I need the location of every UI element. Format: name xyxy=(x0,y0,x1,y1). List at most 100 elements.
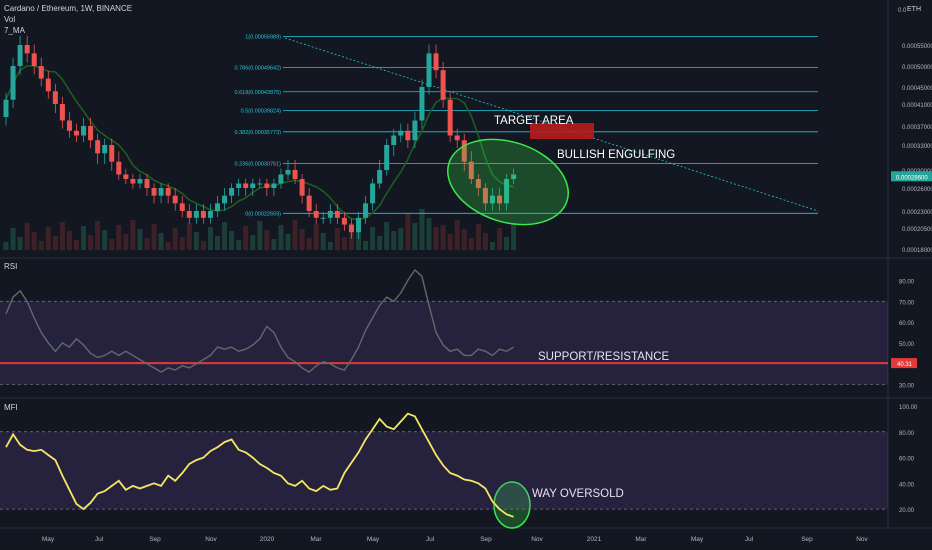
price-tick-label: 0.00037000 xyxy=(902,125,932,131)
candle-body xyxy=(250,183,256,188)
time-tick-label: Jul xyxy=(745,536,754,543)
volume-bar xyxy=(74,240,79,250)
volume-bar xyxy=(306,238,312,250)
rsi-current-label: 40.31 xyxy=(897,362,913,368)
candle-body xyxy=(377,170,383,184)
volume-bar xyxy=(454,220,460,250)
volume-bar xyxy=(81,226,87,250)
volume-bar xyxy=(17,237,23,250)
volume-bar xyxy=(186,223,192,250)
time-tick-label: Mar xyxy=(310,536,322,543)
candle-body xyxy=(66,120,72,131)
candle-body xyxy=(137,179,143,184)
volume-bars xyxy=(3,209,517,250)
candle-body xyxy=(384,145,390,170)
volume-bar xyxy=(313,224,319,250)
volume-bar xyxy=(222,222,228,250)
volume-bar xyxy=(215,236,220,250)
volume-bar xyxy=(172,228,178,250)
volume-bar xyxy=(144,238,150,250)
volume-bar xyxy=(88,235,94,250)
time-tick-label: May xyxy=(367,536,380,543)
current-price-tag xyxy=(891,171,932,182)
candle-body xyxy=(236,183,242,188)
candle-body xyxy=(88,126,94,141)
candle-body xyxy=(292,170,298,179)
rsi-line xyxy=(5,268,514,373)
time-tick-label: Nov xyxy=(856,536,868,543)
time-tick-label: Jul xyxy=(426,536,435,543)
volume-bar xyxy=(440,225,446,250)
volume-bar xyxy=(426,218,432,250)
price-tick-label: 0.00055000 xyxy=(902,44,932,50)
fib-level-label: 0.236(0.00030761) xyxy=(235,162,282,168)
fib-level-label: 1(0.00056989) xyxy=(245,35,281,41)
annotations[interactable]: TARGET AREA BULLISH ENGULFING SUPPORT/RESI… xyxy=(437,115,676,529)
rsi-current-tag xyxy=(891,358,917,369)
volume-bar xyxy=(391,231,397,250)
bullish-engulfing-label: BULLISH ENGULFING xyxy=(557,149,675,161)
candle-body xyxy=(215,203,220,211)
mfi-tick-label: 40.00 xyxy=(899,482,915,488)
volume-bar xyxy=(341,237,347,250)
volume-bar xyxy=(109,239,115,250)
vol-label[interactable]: Vol xyxy=(4,15,15,24)
volume-bar xyxy=(320,233,326,250)
fib-level-label: 0(0.00022659) xyxy=(245,211,281,217)
candle-body xyxy=(144,179,150,188)
candle-body xyxy=(489,195,495,204)
candlestick-series xyxy=(3,35,517,239)
time-tick-label: May xyxy=(42,536,55,543)
mfi-pane-label: MFI xyxy=(4,403,18,412)
candle-body xyxy=(81,126,87,136)
rsi-tick-label: 60.00 xyxy=(899,321,915,327)
candle-body xyxy=(412,120,418,141)
volume-bar xyxy=(405,214,411,250)
candle-body xyxy=(433,53,439,71)
rsi-tick-label: 80.00 xyxy=(899,279,915,285)
volume-bar xyxy=(377,236,383,250)
volume-bar xyxy=(264,230,270,250)
candle-body xyxy=(31,53,37,66)
candle-body xyxy=(341,217,347,225)
fib-level-label: 0.5(0.00039824) xyxy=(241,108,282,114)
time-tick-label: Jul xyxy=(95,536,104,543)
candle-body xyxy=(327,211,333,218)
rsi-pane: 80.00 70.00 60.00 50.00 40.31 30.00 xyxy=(0,268,917,390)
volume-bar xyxy=(130,220,136,250)
candle-body xyxy=(74,130,79,136)
rsi-tick-label: 70.00 xyxy=(899,300,915,306)
rsi-pane-label: RSI xyxy=(4,262,17,271)
candle-body xyxy=(285,170,291,175)
volume-bar xyxy=(285,234,291,250)
candle-body xyxy=(45,78,51,92)
mfi-band xyxy=(0,431,888,510)
volume-bar xyxy=(334,228,340,250)
price-tick-label: 0.00033000 xyxy=(902,144,932,150)
candle-body xyxy=(271,183,277,188)
price-tick-label: 0.00050000 xyxy=(902,65,932,71)
mfi-pane: 100.00 80.00 60.00 40.00 20.00 xyxy=(0,405,918,518)
volume-bar xyxy=(10,228,16,250)
volume-bar xyxy=(38,241,44,250)
support-resistance-label: SUPPORT/RESISTANCE xyxy=(538,351,670,363)
mfi-tick-label: 20.00 xyxy=(899,508,915,514)
candle-body xyxy=(24,45,30,54)
candle-body xyxy=(299,179,305,196)
volume-bar xyxy=(257,221,263,250)
candle-body xyxy=(264,183,270,188)
ma-label[interactable]: 7_MA xyxy=(4,26,26,35)
mfi-tick-label: 60.00 xyxy=(899,457,915,463)
candle-body xyxy=(10,66,16,100)
price-tick-label: 0.00018000 xyxy=(902,248,932,254)
rsi-band xyxy=(0,301,888,385)
symbol-title[interactable]: Cardano / Ethereum, 1W, BINANCE xyxy=(4,4,132,13)
volume-bar xyxy=(363,241,369,250)
candle-body xyxy=(454,135,460,141)
volume-bar xyxy=(95,221,101,250)
volume-bar xyxy=(398,228,404,250)
candle-body xyxy=(186,211,192,218)
time-tick-label: Sep xyxy=(801,536,813,543)
candle-body xyxy=(17,45,23,66)
